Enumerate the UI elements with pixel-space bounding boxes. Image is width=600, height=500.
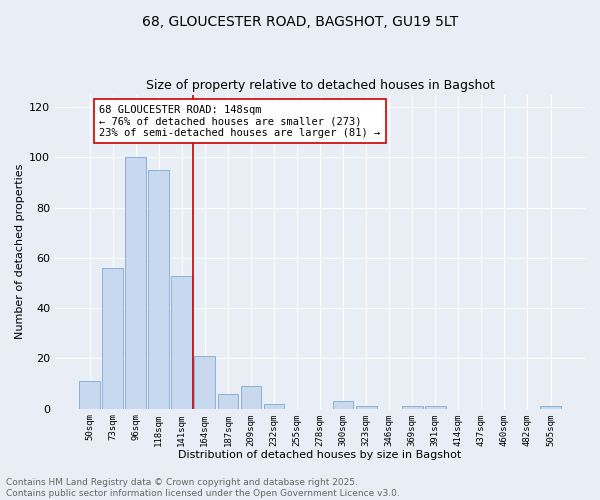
Bar — [540, 406, 561, 408]
Bar — [102, 268, 123, 408]
Bar — [333, 401, 353, 408]
Text: 68 GLOUCESTER ROAD: 148sqm
← 76% of detached houses are smaller (273)
23% of sem: 68 GLOUCESTER ROAD: 148sqm ← 76% of deta… — [99, 104, 380, 138]
Bar — [194, 356, 215, 408]
Bar — [241, 386, 262, 408]
Text: Contains HM Land Registry data © Crown copyright and database right 2025.
Contai: Contains HM Land Registry data © Crown c… — [6, 478, 400, 498]
Y-axis label: Number of detached properties: Number of detached properties — [15, 164, 25, 340]
Bar — [125, 158, 146, 408]
Bar — [79, 381, 100, 408]
Text: 68, GLOUCESTER ROAD, BAGSHOT, GU19 5LT: 68, GLOUCESTER ROAD, BAGSHOT, GU19 5LT — [142, 15, 458, 29]
X-axis label: Distribution of detached houses by size in Bagshot: Distribution of detached houses by size … — [178, 450, 462, 460]
Bar — [402, 406, 422, 408]
Title: Size of property relative to detached houses in Bagshot: Size of property relative to detached ho… — [146, 79, 494, 92]
Bar — [425, 406, 446, 408]
Bar — [218, 394, 238, 408]
Bar — [172, 276, 192, 408]
Bar — [263, 404, 284, 408]
Bar — [356, 406, 377, 408]
Bar — [148, 170, 169, 408]
